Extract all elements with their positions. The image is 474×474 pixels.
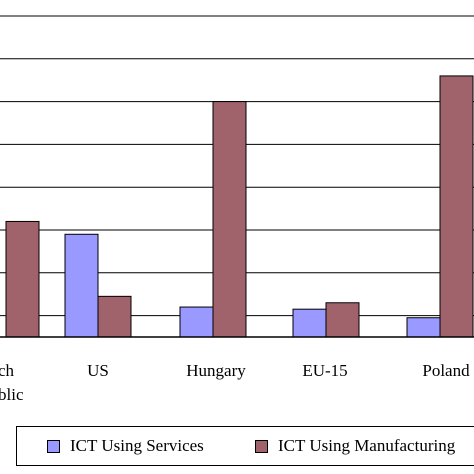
bar-manufacturing-4 bbox=[439, 75, 474, 338]
bar-manufacturing-0 bbox=[5, 220, 40, 338]
legend: ICT Using Services ICT Using Manufacturi… bbox=[16, 426, 474, 466]
legend-item-manufacturing: ICT Using Manufacturing bbox=[255, 427, 455, 465]
legend-swatch-services bbox=[47, 439, 60, 453]
legend-item-services: ICT Using Services bbox=[47, 427, 204, 465]
bar-manufacturing-1 bbox=[97, 295, 132, 338]
category-labels: ch blic US Hungary EU-15 Poland bbox=[0, 361, 470, 404]
legend-swatch-manufacturing bbox=[255, 439, 268, 453]
x-tick-label-0-1: blic bbox=[0, 385, 24, 404]
x-tick-label-2-0: Hungary bbox=[186, 361, 246, 380]
bar-manufacturing-3 bbox=[325, 302, 360, 338]
legend-label-services: ICT Using Services bbox=[70, 436, 204, 455]
bar-services-2 bbox=[179, 306, 214, 338]
x-tick-label-0-0: ch bbox=[0, 361, 15, 380]
bar-services-4 bbox=[406, 317, 441, 338]
x-tick-label-1-0: US bbox=[87, 361, 109, 380]
bars bbox=[5, 75, 474, 338]
bar-manufacturing-2 bbox=[212, 101, 247, 338]
legend-label-manufacturing: ICT Using Manufacturing bbox=[278, 436, 456, 455]
x-tick-label-4-0: Poland bbox=[422, 361, 470, 380]
x-tick-label-3-0: EU-15 bbox=[302, 361, 347, 380]
bar-services-3 bbox=[292, 308, 327, 338]
bar-services-1 bbox=[64, 233, 99, 338]
